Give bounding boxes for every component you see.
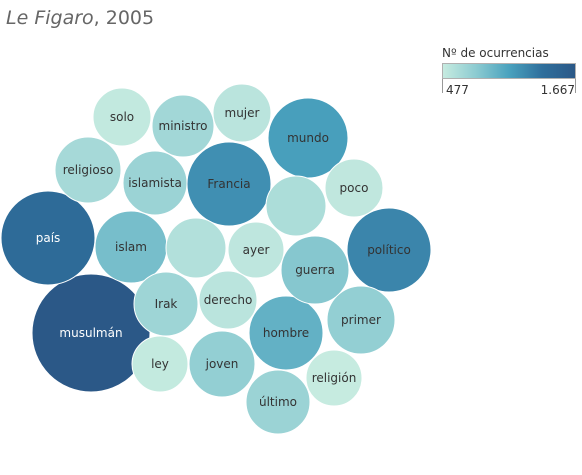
bubble-país[interactable]	[0, 190, 96, 286]
legend-gradient-bar	[442, 63, 576, 79]
bubble-poco[interactable]	[324, 158, 384, 218]
legend-max-label: 1.667	[540, 83, 575, 97]
bubble-islamista[interactable]	[122, 150, 188, 216]
bubble-label-último: último	[259, 395, 297, 409]
bubble-label-mundo: mundo	[287, 131, 329, 145]
bubble-primer[interactable]	[326, 285, 396, 355]
bubble-label-Francia: Francia	[207, 177, 250, 191]
bubble-label-poco: poco	[340, 181, 369, 195]
bubble-label-religioso: religioso	[63, 163, 114, 177]
bubble-unlabelled-16[interactable]	[165, 217, 227, 279]
bubble-label-solo: solo	[110, 110, 134, 124]
bubble-label-político: político	[367, 243, 411, 257]
bubble-label-ley: ley	[151, 357, 169, 371]
bubble-unlabelled-15[interactable]	[265, 175, 327, 237]
bubble-label-Irak: Irak	[155, 297, 178, 311]
bubble-label-ayer: ayer	[243, 243, 270, 257]
bubble-derecho[interactable]	[198, 270, 258, 330]
bubble-guerra[interactable]	[280, 235, 350, 305]
bubble-label-musulmán: musulmán	[59, 326, 122, 340]
bubble-label-primer: primer	[341, 313, 381, 327]
bubble-label-islam: islam	[115, 240, 147, 254]
bubble-label-joven: joven	[205, 357, 239, 371]
bubble-mujer[interactable]	[212, 83, 272, 143]
chart-title-year: , 2005	[93, 7, 155, 29]
legend-min-label: 477	[446, 83, 469, 97]
bubble-hombre[interactable]	[248, 295, 324, 371]
bubble-label-islamista: islamista	[128, 176, 182, 190]
chart-title-source: Le Figaro	[6, 7, 94, 29]
bubble-label-religión: religión	[312, 371, 357, 385]
bubble-solo[interactable]	[92, 87, 152, 147]
bubble-label-guerra: guerra	[295, 263, 335, 277]
color-legend: Nº de ocurrencias 477 1.667	[442, 46, 580, 97]
bubble-religión[interactable]	[305, 349, 363, 407]
bubble-joven[interactable]	[188, 330, 256, 398]
bubble-Irak[interactable]	[133, 271, 199, 337]
bubble-ley[interactable]	[131, 335, 189, 393]
bubble-político[interactable]	[346, 207, 432, 293]
bubble-label-país: país	[36, 231, 61, 245]
legend-title: Nº de ocurrencias	[442, 46, 549, 60]
bubble-musulmán[interactable]	[31, 273, 151, 393]
bubble-ayer[interactable]	[227, 221, 285, 279]
bubble-label-mujer: mujer	[225, 106, 260, 120]
bubble-label-hombre: hombre	[263, 326, 309, 340]
bubble-religioso[interactable]	[54, 136, 122, 204]
bubble-último[interactable]	[245, 369, 311, 435]
bubble-ministro[interactable]	[151, 94, 215, 158]
chart-title: Le Figaro, 2005	[6, 7, 154, 29]
bubble-label-ministro: ministro	[159, 119, 208, 133]
bubble-label-derecho: derecho	[204, 293, 253, 307]
legend-tick-row: 477 1.667	[442, 79, 576, 97]
